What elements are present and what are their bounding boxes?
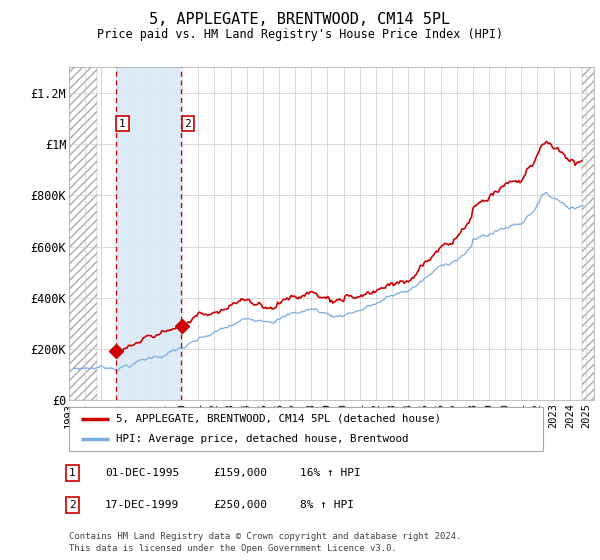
Text: 1: 1 — [119, 119, 126, 129]
Text: £159,000: £159,000 — [213, 468, 267, 478]
Bar — [116, 67, 181, 400]
FancyBboxPatch shape — [69, 407, 543, 451]
Text: Price paid vs. HM Land Registry's House Price Index (HPI): Price paid vs. HM Land Registry's House … — [97, 28, 503, 41]
Text: 17-DEC-1999: 17-DEC-1999 — [105, 500, 179, 510]
Text: Contains HM Land Registry data © Crown copyright and database right 2024.
This d: Contains HM Land Registry data © Crown c… — [69, 532, 461, 553]
Text: 8% ↑ HPI: 8% ↑ HPI — [300, 500, 354, 510]
Text: 01-DEC-1995: 01-DEC-1995 — [105, 468, 179, 478]
Bar — [582, 67, 594, 400]
Text: HPI: Average price, detached house, Brentwood: HPI: Average price, detached house, Bren… — [116, 434, 409, 444]
Text: £250,000: £250,000 — [213, 500, 267, 510]
Text: 2: 2 — [69, 500, 76, 510]
Bar — [69, 67, 97, 400]
Text: 1: 1 — [69, 468, 76, 478]
Text: 16% ↑ HPI: 16% ↑ HPI — [300, 468, 361, 478]
Text: 5, APPLEGATE, BRENTWOOD, CM14 5PL: 5, APPLEGATE, BRENTWOOD, CM14 5PL — [149, 12, 451, 27]
Text: 2: 2 — [184, 119, 191, 129]
Text: 5, APPLEGATE, BRENTWOOD, CM14 5PL (detached house): 5, APPLEGATE, BRENTWOOD, CM14 5PL (detac… — [116, 414, 442, 424]
